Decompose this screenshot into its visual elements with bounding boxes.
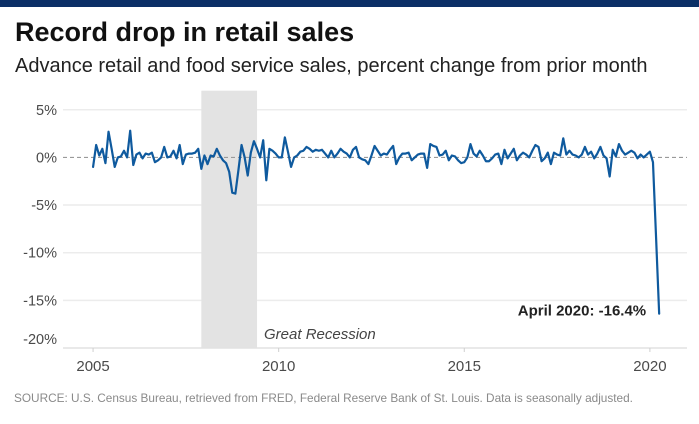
y-tick-label: -15% [23,293,57,309]
source-note: SOURCE: U.S. Census Bureau, retrieved fr… [14,391,633,405]
series-line [91,129,661,315]
data-label-annotation: April 2020: -16.4% [518,303,646,320]
y-tick-label: 0% [36,150,57,166]
brand-top-bar [0,0,699,7]
series [91,129,661,315]
x-tick-label: 2010 [262,358,295,375]
recession-band [201,90,258,348]
labels: 5% 0% -5% -10% -15% -20% Great Recession 2005 20… [23,103,666,375]
gridlines [63,109,687,302]
y-tick-label: 5% [36,103,57,119]
y-tick-label: -10% [23,246,57,262]
recession-label: Great Recession [264,326,376,343]
chart-subtitle: Advance retail and food service sales, p… [15,55,648,77]
y-tick-label: -5% [31,198,57,214]
y-tick-label: -20% [23,332,57,348]
x-tick-label: 2020 [633,358,666,375]
chart-title: Record drop in retail sales [15,17,355,47]
x-tick-label: 2015 [448,358,481,375]
shaded-regions [201,90,258,348]
x-tick-label: 2005 [76,358,109,375]
axes [63,156,687,352]
